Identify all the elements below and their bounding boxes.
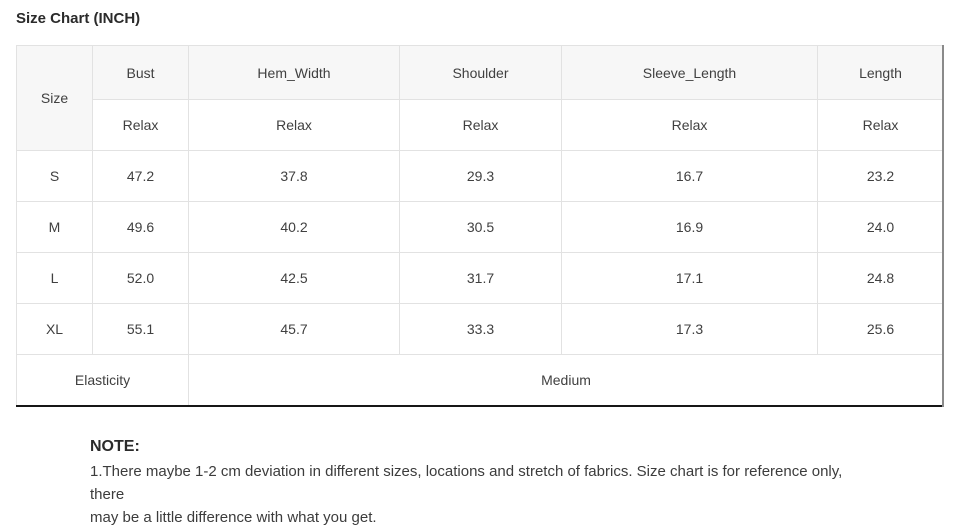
cell-value: 24.0 [817, 201, 944, 253]
cell-value: 45.7 [188, 303, 400, 355]
cell-value: 31.7 [399, 252, 562, 304]
table-row-m: M 49.6 40.2 30.5 16.9 24.0 [16, 201, 944, 253]
table-subheader-row: Relax Relax Relax Relax Relax [17, 99, 944, 151]
cell-value: 24.8 [817, 252, 944, 304]
cell-value: 49.6 [92, 201, 189, 253]
subheader-relax: Relax [188, 99, 400, 151]
cell-value: 16.7 [561, 150, 818, 202]
note-section: NOTE: 1.There maybe 1-2 cm deviation in … [90, 438, 880, 529]
note-line-2: may be a little difference with what you… [90, 509, 377, 526]
column-header-bust: Bust [92, 45, 189, 100]
column-header-shoulder: Shoulder [399, 45, 562, 100]
subheader-relax: Relax [817, 99, 944, 151]
vertical-scrollbar[interactable] [942, 45, 944, 407]
cell-value: 42.5 [188, 252, 400, 304]
table-row-s: S 47.2 37.8 29.3 16.7 23.2 [16, 150, 944, 202]
elasticity-row: Elasticity Medium [16, 354, 944, 407]
subheader-relax: Relax [399, 99, 562, 151]
cell-value: 23.2 [817, 150, 944, 202]
size-label: XL [16, 303, 93, 355]
cell-value: 30.5 [399, 201, 562, 253]
table-row-xl: XL 55.1 45.7 33.3 17.3 25.6 [16, 303, 944, 355]
column-header-size: Size [16, 45, 93, 151]
note-heading: NOTE: [90, 438, 140, 455]
cell-value: 16.9 [561, 201, 818, 253]
column-header-hem-width: Hem_Width [188, 45, 400, 100]
cell-value: 29.3 [399, 150, 562, 202]
cell-value: 37.8 [188, 150, 400, 202]
elasticity-label: Elasticity [16, 354, 189, 407]
size-chart-table: Size Bust Hem_Width Shoulder Sleeve_Leng… [16, 45, 944, 407]
cell-value: 47.2 [92, 150, 189, 202]
size-label: M [16, 201, 93, 253]
subheader-relax: Relax [92, 99, 189, 151]
note-line-1: 1.There maybe 1-2 cm deviation in differ… [90, 463, 843, 503]
column-header-sleeve-length: Sleeve_Length [561, 45, 818, 100]
cell-value: 40.2 [188, 201, 400, 253]
subheader-relax: Relax [561, 99, 818, 151]
size-label: L [16, 252, 93, 304]
cell-value: 17.3 [561, 303, 818, 355]
cell-value: 33.3 [399, 303, 562, 355]
cell-value: 25.6 [817, 303, 944, 355]
cell-value: 55.1 [92, 303, 189, 355]
cell-value: 17.1 [561, 252, 818, 304]
table-row-l: L 52.0 42.5 31.7 17.1 24.8 [16, 252, 944, 304]
column-header-length: Length [817, 45, 944, 100]
cell-value: 52.0 [92, 252, 189, 304]
table-header-row: Size Bust Hem_Width Shoulder Sleeve_Leng… [16, 45, 944, 151]
size-label: S [16, 150, 93, 202]
size-chart-table-container: Size Bust Hem_Width Shoulder Sleeve_Leng… [16, 45, 944, 407]
elasticity-value: Medium [188, 354, 944, 407]
page-title: Size Chart (INCH) [16, 10, 141, 27]
